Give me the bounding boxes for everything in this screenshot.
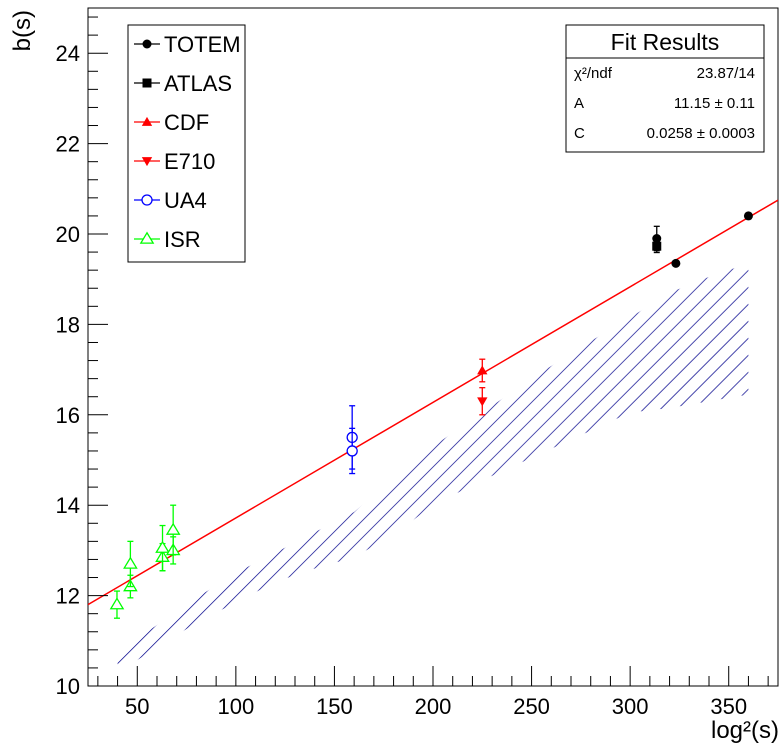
data-point-isr (165, 522, 181, 535)
legend: TOTEM ATLAS CDF E710 UA4 ISR (127, 24, 246, 263)
legend-item-cdf: CDF (134, 110, 209, 135)
legend-label-totem: TOTEM (164, 32, 241, 57)
series-totem (652, 211, 753, 268)
legend-item-ua4: UA4 (134, 188, 207, 213)
x-axis-label: log²(s) (711, 717, 779, 744)
y-tick-label: 14 (56, 493, 80, 518)
data-point-e710 (477, 397, 488, 407)
uncertainty-band-layer (117, 263, 749, 673)
data-point-ua4 (346, 445, 358, 457)
legend-marker-totem (142, 39, 152, 49)
legend-marker-isr (139, 231, 155, 244)
series-e710 (477, 387, 488, 416)
data-point-cdf (477, 365, 488, 375)
x-tick-label: 100 (217, 694, 254, 719)
legend-label-isr: ISR (164, 227, 201, 252)
series-atlas (652, 239, 662, 254)
x-tick-label: 150 (316, 694, 353, 719)
legend-label-e710: E710 (164, 149, 215, 174)
series-isr (109, 504, 181, 619)
legend-box (127, 24, 246, 263)
legend-marker-ua4 (141, 194, 153, 206)
series-ua4 (346, 405, 358, 475)
fit-results-title: Fit Results (611, 29, 720, 55)
data-point-totem (671, 258, 681, 268)
y-tick-label: 12 (56, 584, 80, 609)
legend-marker-cdf (141, 116, 153, 126)
legend-label-atlas: ATLAS (164, 71, 232, 96)
fit-row-chi2-value: 23.87/14 (697, 65, 755, 82)
data-point-totem (652, 234, 662, 244)
axes-layer: 50 100 150 200 250 300 350 10 12 14 16 18 20 22 24 (56, 16, 769, 719)
data-point-isr (123, 556, 138, 569)
x-tick-label: 350 (710, 694, 747, 719)
y-tick-label: 16 (56, 403, 80, 428)
data-point-atlas (652, 241, 662, 251)
uncertainty-band (117, 263, 749, 673)
legend-item-isr: ISR (134, 227, 201, 252)
fit-row-a-label: A (574, 95, 584, 112)
data-points-layer (109, 211, 753, 619)
fit-row-chi2-label: χ²/ndf (574, 65, 613, 82)
legend-item-atlas: ATLAS (134, 71, 232, 96)
y-tick-label: 20 (56, 222, 80, 247)
fit-line (88, 199, 778, 606)
fit-results-box: Fit Results χ²/ndf 23.87/14 A 11.15 ± 0.… (565, 24, 765, 153)
data-point-isr (109, 597, 125, 610)
x-tick-label: 50 (125, 694, 149, 719)
y-axis-label: b(s) (9, 10, 36, 51)
fit-results-frame (565, 24, 765, 153)
legend-label-ua4: UA4 (164, 188, 207, 213)
legend-label-cdf: CDF (164, 110, 209, 135)
fit-row-c-value: 0.0258 ± 0.0003 (647, 125, 755, 142)
y-tick-label: 18 (56, 312, 80, 337)
data-point-totem (743, 211, 753, 221)
y-tick-label: 24 (56, 41, 80, 66)
legend-marker-e710 (141, 157, 153, 167)
legend-marker-atlas (142, 78, 152, 88)
y-tick-label: 22 (56, 132, 80, 157)
y-tick-label: 10 (56, 674, 80, 699)
fit-line-layer (88, 199, 778, 606)
x-tick-label: 200 (415, 694, 452, 719)
legend-item-totem: TOTEM (134, 32, 241, 57)
x-tick-label: 300 (612, 694, 649, 719)
data-point-isr (155, 540, 170, 553)
fit-row-c-label: C (574, 125, 585, 142)
legend-item-e710: E710 (134, 149, 215, 174)
x-tick-label: 250 (513, 694, 550, 719)
fit-row-a-value: 11.15 ± 0.11 (674, 95, 755, 112)
